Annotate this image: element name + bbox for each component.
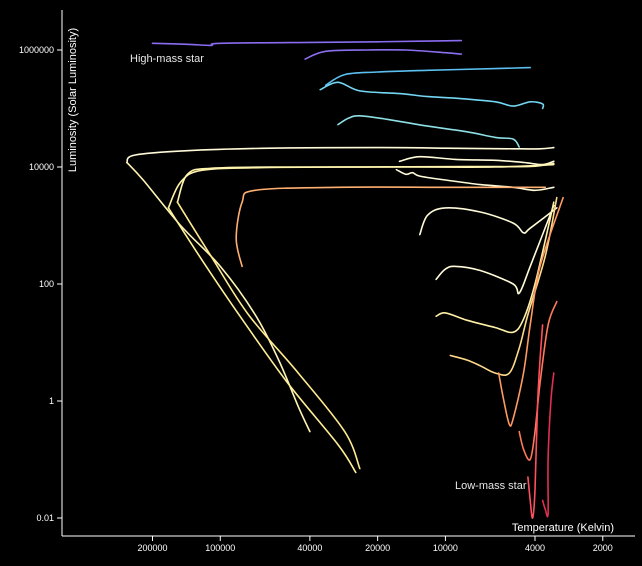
evolution-track-1: [151, 39, 463, 47]
evolution-track-10: [167, 207, 357, 474]
evolution-track-21: [527, 324, 544, 519]
annotation-high-mass-star: High-mass star: [130, 53, 204, 65]
x-tick-label: 20000: [365, 543, 390, 553]
evolution-track-12: [176, 201, 361, 470]
evolution-track-5: [337, 114, 520, 148]
evolution-track-13: [395, 168, 555, 192]
evolution-track-22: [541, 372, 555, 518]
y-tick-label: 0.01: [36, 513, 54, 523]
x-tick-label: 40000: [297, 543, 322, 553]
evolution-track-2: [304, 48, 463, 60]
evolution-track-3: [325, 66, 531, 86]
y-tick-label: 100: [39, 279, 54, 289]
evolution-track-18: [235, 186, 547, 268]
x-tick-label: 4000: [525, 543, 545, 553]
evolution-track-11: [176, 163, 555, 203]
evolution-track-15: [435, 204, 555, 295]
annotation-low-mass-star: Low-mass star: [455, 480, 527, 492]
evolution-track-8: [398, 155, 555, 166]
x-tick-label: 10000: [433, 543, 458, 553]
evolution-track-6: [126, 146, 555, 164]
axis-ticks: 1000000 10000 100 1 0.01 200000 100000 40000 200…: [19, 45, 613, 553]
y-tick-label: 10000: [29, 162, 54, 172]
evolution-track-7: [126, 161, 311, 433]
y-axis-title: Luminosity (Solar Luminosity): [67, 28, 79, 172]
x-tick-label: 100000: [205, 543, 235, 553]
evolution-track-19: [497, 196, 564, 427]
evolution-track-4: [319, 81, 545, 110]
evolution-track-17: [449, 196, 558, 377]
x-axis-title: Temperature (Kelvin): [512, 522, 614, 534]
x-tick-label: 2000: [593, 543, 613, 553]
evolution-tracks: [126, 39, 564, 519]
evolution-track-14: [419, 207, 558, 236]
y-tick-label: 1: [49, 396, 54, 406]
evolution-track-20: [518, 300, 558, 461]
evolution-track-16: [435, 201, 555, 334]
y-tick-label: 1000000: [19, 45, 54, 55]
x-tick-label: 200000: [137, 543, 167, 553]
